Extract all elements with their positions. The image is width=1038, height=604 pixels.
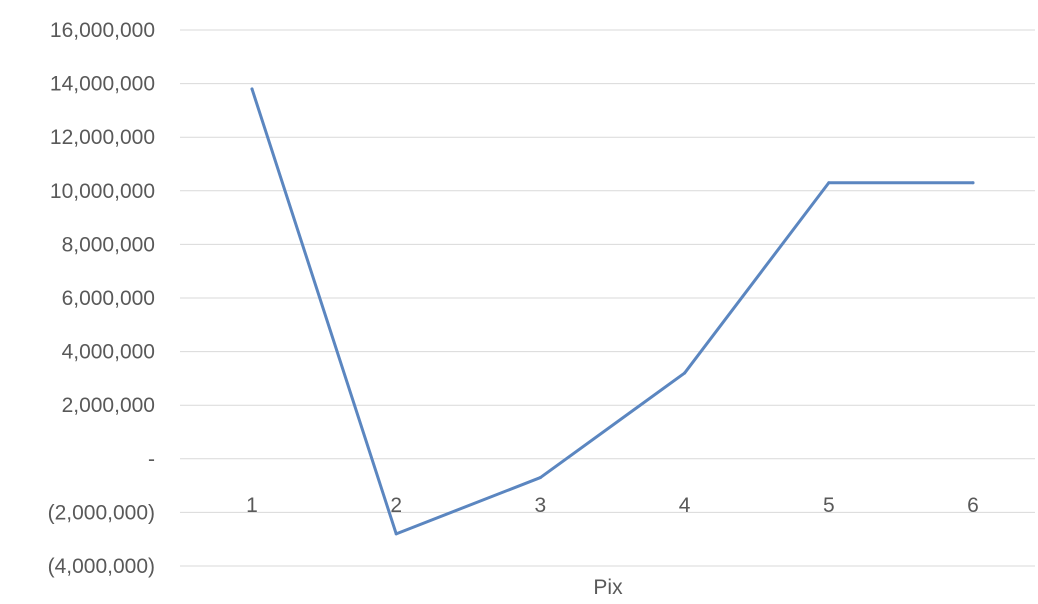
y-tick-label: 14,000,000 <box>50 73 155 96</box>
data-point <box>250 87 254 91</box>
x-tick-label: 3 <box>535 494 547 517</box>
data-point <box>538 476 542 480</box>
x-axis-title: Pix <box>593 576 623 599</box>
y-tick-label: 12,000,000 <box>50 126 155 149</box>
data-point <box>394 532 398 536</box>
series-line <box>250 87 975 536</box>
y-tick-label: 4,000,000 <box>62 341 155 364</box>
y-tick-label: (4,000,000) <box>48 555 155 578</box>
y-tick-label: - <box>148 448 155 471</box>
series-layer <box>250 87 975 536</box>
x-tick-label: 4 <box>679 494 691 517</box>
y-tick-label: 16,000,000 <box>50 19 155 42</box>
y-tick-label: (2,000,000) <box>48 501 155 524</box>
y-axis-tick-labels: 16,000,000 14,000,000 12,000,000 10,000,000… <box>48 19 155 578</box>
x-tick-label: 2 <box>390 494 402 517</box>
data-point <box>827 181 831 185</box>
gridlines <box>180 29 1035 567</box>
x-tick-label: 6 <box>967 494 979 517</box>
x-tick-label: 1 <box>246 494 258 517</box>
y-tick-label: 10,000,000 <box>50 180 155 203</box>
data-point <box>971 181 975 185</box>
x-tick-label: 5 <box>823 494 835 517</box>
y-tick-label: 6,000,000 <box>62 287 155 310</box>
data-point <box>683 371 687 375</box>
x-axis-tick-labels: 1 2 3 4 5 6 <box>246 494 979 517</box>
y-tick-label: 8,000,000 <box>62 233 155 256</box>
y-tick-label: 2,000,000 <box>62 394 155 417</box>
